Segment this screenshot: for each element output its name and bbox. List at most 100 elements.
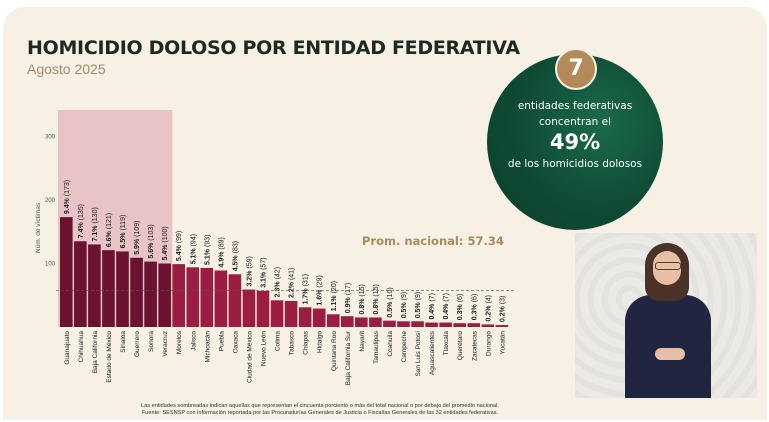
bar: [326, 314, 340, 327]
data-label: 5.1% (93): [204, 235, 211, 265]
bar: [102, 250, 115, 327]
data-label: 0.9% (17): [345, 283, 352, 313]
bar: [312, 308, 326, 327]
category-label: San Luis Potosí: [415, 331, 422, 377]
category-label: Guanajuato: [64, 331, 71, 365]
category-label: Campeche: [401, 331, 408, 363]
data-label: 5.9% (109): [134, 221, 141, 255]
data-label: 1.6% (29): [317, 275, 324, 305]
bar: [214, 270, 228, 327]
summary-count-badge: 7: [555, 48, 597, 90]
category-label: Hidalgo: [317, 331, 324, 353]
data-label: 5.4% (100): [162, 226, 169, 260]
data-label-percent: 1.1%: [331, 293, 338, 311]
bar: [383, 320, 396, 327]
data-label: 5.4% (99): [176, 231, 183, 261]
summary-percent: 49%: [549, 130, 601, 154]
data-label-percent: 0.5%: [401, 300, 408, 318]
data-label-value: (89): [218, 237, 225, 249]
data-label-percent: 0.5%: [415, 300, 422, 318]
bar: [411, 321, 424, 327]
category-label: Chiapas: [303, 330, 310, 355]
category-label: Nayarit: [359, 331, 366, 352]
y-tick-label: 300: [45, 135, 56, 141]
data-label: 2.2% (41): [289, 268, 296, 298]
data-label-value: (173): [64, 180, 71, 196]
data-label-percent: 5.4%: [162, 243, 169, 261]
data-label-percent: 0.2%: [485, 304, 492, 322]
summary-line-2: concentran el: [539, 116, 611, 128]
data-label-percent: 3.2%: [246, 269, 253, 287]
category-label: Veracruz: [162, 331, 169, 357]
bar: [256, 290, 270, 327]
data-label: 0.4% (7): [443, 293, 450, 319]
data-label: 4.5% (83): [232, 241, 239, 271]
data-label-percent: 5.1%: [190, 246, 197, 264]
data-label: 7.1% (130): [92, 207, 99, 241]
data-label: 0.3% (6): [457, 294, 464, 320]
bar: [270, 300, 284, 327]
category-label: Oaxaca: [232, 331, 239, 354]
data-label: 0.3% (6): [471, 294, 478, 320]
bar: [355, 317, 368, 327]
data-label-value: (6): [457, 294, 464, 303]
data-label: 0.5% (9): [415, 292, 422, 318]
average-label: Prom. nacional: 57.34: [362, 234, 504, 248]
data-label-value: (59): [246, 256, 253, 268]
footnote-source: Fuente: SESNSP con información reportada…: [141, 410, 499, 416]
data-label-value: (9): [401, 292, 408, 301]
bar: [453, 323, 466, 327]
data-label-value: (100): [162, 226, 169, 242]
data-label-value: (7): [429, 293, 436, 302]
bar: [467, 323, 481, 327]
bar: [186, 267, 200, 327]
data-label-percent: 1.7%: [303, 286, 310, 304]
bar: [74, 241, 87, 327]
data-label: 2.3% (42): [275, 267, 282, 297]
data-label: 1.1% (20): [331, 281, 338, 311]
data-label-percent: 0.5%: [387, 300, 394, 318]
interpreter-glasses: [655, 262, 681, 270]
data-label-percent: 0.3%: [471, 302, 478, 320]
summary-line-1: entidades federativas: [517, 100, 633, 112]
category-label: Estado de México: [106, 331, 113, 383]
data-label-value: (31): [303, 274, 310, 286]
data-label-value: (17): [345, 283, 352, 295]
data-label-percent: 5.4%: [176, 243, 183, 261]
data-label: 0.8% (15): [359, 284, 366, 314]
data-label-percent: 0.4%: [429, 302, 436, 320]
data-label-percent: 4.5%: [232, 253, 239, 271]
category-label: Ciudad de México: [246, 331, 253, 383]
page-subtitle: Agosto 2025: [27, 61, 106, 77]
data-label: 0.8% (15): [373, 284, 380, 314]
data-label-value: (42): [275, 267, 282, 279]
data-label-value: (94): [190, 234, 197, 246]
data-label-percent: 5.6%: [148, 241, 155, 259]
data-label-percent: 5.9%: [134, 237, 141, 255]
data-label-percent: 0.9%: [345, 295, 352, 313]
category-label: Guerrero: [134, 331, 141, 357]
data-label: 6.5% (119): [120, 215, 127, 249]
bar: [130, 257, 143, 327]
bar: [60, 217, 73, 327]
category-label: Yucatán: [499, 331, 506, 355]
data-label-percent: 6.6%: [106, 229, 113, 247]
category-label: Coahuila: [387, 331, 394, 357]
data-label: 1.7% (31): [303, 274, 310, 304]
bar: [495, 325, 509, 327]
interpreter-hands: [655, 348, 685, 360]
data-label-value: (4): [485, 295, 492, 304]
data-label-percent: 0.4%: [443, 302, 450, 320]
category-label: Puebla: [218, 331, 225, 352]
data-label: 0.5% (10): [387, 287, 394, 317]
data-label: 4.9% (89): [218, 237, 225, 267]
bar: [158, 263, 171, 327]
category-label: Chihuahua: [78, 331, 85, 363]
data-label: 0.2% (3): [499, 296, 506, 322]
data-label-percent: 3.1%: [261, 270, 268, 288]
data-label-percent: 4.9%: [218, 250, 225, 268]
data-label-value: (57): [261, 257, 268, 269]
data-label-value: (83): [232, 241, 239, 253]
data-label-percent: 0.2%: [499, 304, 506, 322]
bar: [369, 317, 382, 327]
